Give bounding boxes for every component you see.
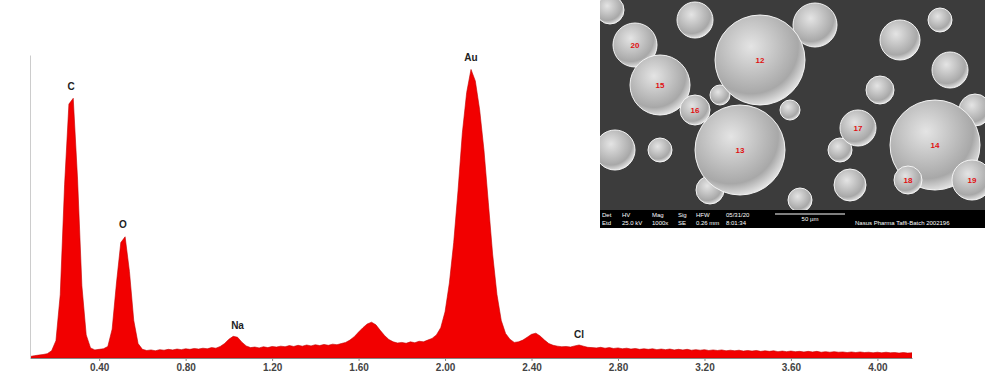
particle: [928, 8, 952, 32]
footer-header: HFW: [696, 212, 710, 218]
sem-image: [600, 0, 985, 228]
x-tick: 2.80: [609, 358, 629, 373]
x-tick-label: 1.60: [349, 362, 369, 373]
peak-label: C: [67, 81, 74, 92]
particle-label: 12: [756, 56, 765, 65]
sem-inset: 20 15 12 16 13 17 14 18 19 Det HV Mag Sig HFW 05/31/20…: [595, 0, 985, 228]
scale-bar: [775, 214, 845, 215]
footer-header: Mag: [652, 212, 664, 218]
y-axis: [30, 56, 31, 359]
x-tick-mark: [877, 358, 878, 361]
particle: [600, 130, 635, 170]
particle: [600, 0, 624, 24]
x-tick-mark: [359, 358, 360, 361]
scale-bar-label: 50 µm: [802, 216, 819, 222]
footer-value: 25.0 kV: [622, 220, 642, 226]
x-tick-label: 1.20: [263, 362, 283, 373]
particle: [880, 20, 920, 60]
peak-label: Cl: [574, 329, 584, 340]
footer-header: HV: [622, 212, 630, 218]
footer-header: Sig: [678, 212, 687, 218]
footer-header: Det: [602, 212, 612, 218]
particle: [932, 52, 968, 88]
x-tick-label: 0.80: [176, 362, 196, 373]
sem-footer: [600, 210, 985, 228]
x-tick: 3.20: [695, 358, 715, 373]
particle: [695, 105, 785, 195]
footer-value: Etd: [602, 220, 611, 226]
chart: 0.40 0.80 1.20 1.60 2.00 2.40 2.80 3.20 3.60 4.00…: [0, 0, 985, 381]
y-axis-line: [30, 56, 31, 359]
x-tick-mark: [532, 358, 533, 361]
particle: [677, 2, 713, 38]
x-tick: 1.20: [263, 358, 283, 373]
particle-label: 20: [631, 41, 640, 50]
particle: [840, 110, 876, 146]
particle: [894, 166, 922, 194]
peak-label: Na: [231, 320, 244, 331]
x-tick-label: 2.40: [522, 362, 542, 373]
particle-label: 14: [931, 141, 940, 150]
x-tick-label: 2.80: [609, 362, 629, 373]
x-tick-mark: [99, 358, 100, 361]
x-tick-mark: [272, 358, 273, 361]
x-axis-line: [31, 358, 913, 359]
particle-label: 18: [904, 176, 913, 185]
footer-value: 0.26 mm: [696, 220, 719, 226]
x-tick-mark: [704, 358, 705, 361]
x-tick-label: 2.00: [436, 362, 456, 373]
footer-value: 8:01:34: [726, 220, 747, 226]
peak-label: O: [119, 219, 127, 230]
sample-label: Nasus Pharma Taffi-Batch 2002196: [855, 220, 950, 226]
x-axis: 0.40 0.80 1.20 1.60 2.00 2.40 2.80 3.20 3.60 4.00: [31, 358, 913, 373]
particle: [866, 76, 894, 104]
particle: [788, 188, 812, 212]
x-tick: 0.80: [176, 358, 196, 373]
x-tick-label: 3.60: [782, 362, 802, 373]
x-tick-mark: [186, 358, 187, 361]
x-tick-label: 0.40: [90, 362, 110, 373]
particle: [715, 15, 805, 105]
particle-label: 17: [854, 124, 863, 133]
footer-value: 1000x: [652, 220, 668, 226]
sem-background: [600, 0, 985, 228]
x-tick: 0.40: [90, 358, 110, 373]
particle-label: 13: [736, 146, 745, 155]
particle-label: 16: [691, 106, 700, 115]
peak-label: Au: [464, 52, 477, 63]
particle: [952, 160, 985, 200]
x-tick-mark: [445, 358, 446, 361]
annotations: C O Na Au Cl: [67, 52, 584, 340]
x-tick-mark: [791, 358, 792, 361]
x-tick: 4.00: [868, 358, 888, 373]
x-tick: 1.60: [349, 358, 369, 373]
particle: [780, 100, 800, 120]
x-tick: 3.60: [782, 358, 802, 373]
footer-value: SE: [678, 220, 686, 226]
particle-label: 15: [656, 81, 665, 90]
particle: [648, 138, 672, 162]
x-tick-label: 3.20: [695, 362, 715, 373]
x-tick: 2.00: [436, 358, 456, 373]
x-tick-mark: [618, 358, 619, 361]
x-tick: 2.40: [522, 358, 542, 373]
particle: [834, 169, 866, 201]
x-tick-label: 4.00: [868, 362, 888, 373]
footer-header: 05/31/20: [726, 212, 750, 218]
particle-label: 19: [968, 176, 977, 185]
